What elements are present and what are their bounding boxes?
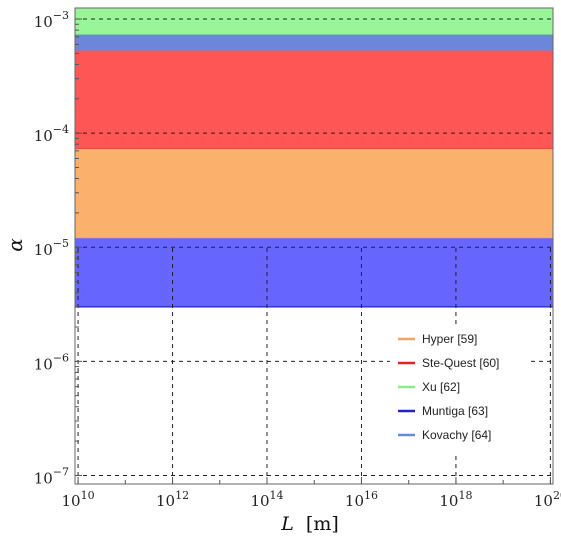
y-tick-label: 10−5 (34, 237, 69, 259)
x-tick-label: 1014 (250, 489, 283, 510)
x-tick-exp: 12 (175, 489, 189, 502)
band-muntiga-63 (75, 238, 553, 307)
x-tick-label: 1012 (156, 489, 189, 510)
y-tick-base: 10 (34, 127, 53, 145)
bands-layer (75, 8, 553, 308)
x-tick-label: 1020 (534, 489, 561, 510)
y-tick-exp: −3 (53, 9, 69, 22)
y-tick-exp: −4 (53, 123, 69, 136)
y-tick-label: 10−3 (34, 9, 69, 31)
band-ste-quest-60 (75, 50, 553, 149)
x-tick-exp: 16 (364, 489, 378, 502)
y-tick-base: 10 (34, 241, 53, 259)
x-tick-label: 1016 (345, 489, 378, 510)
y-tick-base: 10 (34, 469, 53, 487)
y-tick-label: 10−6 (34, 351, 69, 373)
y-tick-exp: −5 (53, 237, 69, 250)
x-tick-base: 10 (156, 492, 175, 510)
legend-label-kovachy-64: Kovachy [64] (422, 428, 491, 442)
legend-label-muntiga-63: Muntiga [63] (422, 404, 488, 418)
y-tick-label: 10−4 (34, 123, 69, 145)
x-tick-exp: 18 (458, 489, 472, 502)
y-tick-base: 10 (34, 355, 53, 373)
y-ticks-layer: 10−710−610−510−410−3 (34, 9, 82, 487)
x-axis-var: L (280, 513, 294, 535)
axis-labels-layer: L [m] α (3, 238, 339, 535)
x-tick-exp: 14 (270, 489, 284, 502)
legend: Hyper [59] Ste-Quest [60] Xu [62] Muntiga [… (390, 325, 530, 455)
x-tick-exp: 20 (553, 489, 561, 502)
x-ticks-layer: 101010121014101610181020 (62, 477, 561, 510)
x-tick-base: 10 (250, 492, 269, 510)
legend-label-hyper-59: Hyper [59] (422, 332, 477, 346)
x-tick-base: 10 (62, 492, 81, 510)
band-xu-62 (75, 8, 553, 35)
y-tick-label: 10−7 (34, 465, 69, 487)
y-tick-base: 10 (34, 13, 53, 31)
x-tick-base: 10 (439, 492, 458, 510)
y-tick-exp: −7 (53, 465, 69, 478)
band-kovachy-64 (75, 34, 553, 51)
x-axis-label: L [m] (280, 513, 339, 535)
x-tick-base: 10 (345, 492, 364, 510)
x-tick-base: 10 (534, 492, 553, 510)
legend-background (390, 325, 530, 455)
band-hyper-59 (75, 148, 553, 239)
x-tick-exp: 10 (81, 489, 95, 502)
y-tick-exp: −6 (53, 351, 69, 364)
legend-label-xu-62: Xu [62] (422, 380, 460, 394)
x-tick-label: 1010 (62, 489, 95, 510)
legend-label-ste-quest-60: Ste-Quest [60] (422, 356, 499, 370)
x-tick-label: 1018 (439, 489, 472, 510)
x-axis-unit: [m] (306, 513, 339, 535)
y-axis-label: α (3, 238, 27, 252)
